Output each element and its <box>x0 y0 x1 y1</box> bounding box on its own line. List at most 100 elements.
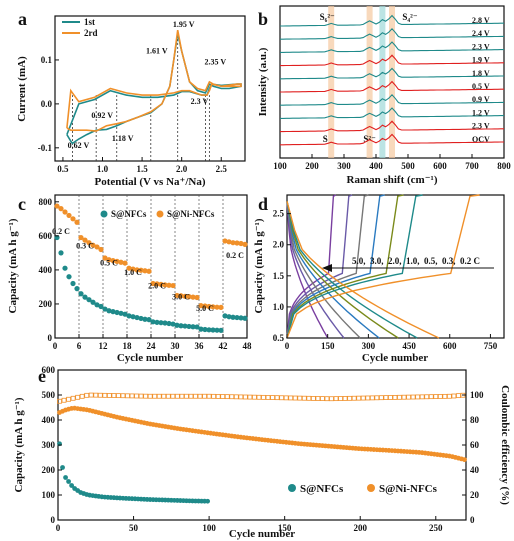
c-xtick-label: 30 <box>171 341 181 351</box>
band-label: S₆²⁻ <box>320 12 335 22</box>
ce-point <box>238 394 244 400</box>
e-ytick-label: 300 <box>42 440 56 450</box>
raman-spectrum <box>280 14 504 27</box>
rate-point-0 <box>138 315 144 322</box>
rate-point-1 <box>70 216 76 222</box>
d-xtick-label: 450 <box>402 341 416 351</box>
rate-label: 1.0 C <box>124 268 142 277</box>
rate-label: 2.0 C <box>148 282 166 291</box>
ce-point <box>392 395 398 400</box>
ce-point <box>66 396 71 402</box>
ce-point <box>215 394 221 399</box>
d-xtick-label: 600 <box>443 341 457 351</box>
panel-c-ticks: 0 6 12 18 24 30 36 42 48 0 200 400 600 800 <box>39 197 253 351</box>
ce-point <box>288 395 294 401</box>
panel-b-bands: S₆²⁻ S₄²⁻ S S²⁻ <box>320 6 418 158</box>
raman-spectrum <box>280 67 504 80</box>
rate-point-0 <box>198 326 204 332</box>
ce-point <box>129 393 135 399</box>
panel-e-y2label: Coulombic efficiency (%) <box>499 385 511 505</box>
nfcs-point <box>205 498 211 504</box>
c-xtick-label: 0 <box>53 341 58 351</box>
ce-point <box>211 393 217 399</box>
rate-point-0 <box>234 314 240 321</box>
spectrum-label: 2.4 V <box>472 29 490 38</box>
rate-point-1 <box>66 212 72 219</box>
rate-point-1 <box>170 282 176 289</box>
ni-nfcs-point <box>462 457 467 463</box>
panel-e-xlabel: Cycle number <box>229 528 295 540</box>
ce-point <box>79 393 85 399</box>
e-xtick-label: 100 <box>202 523 216 533</box>
rate-point-0 <box>90 299 96 305</box>
ce-point <box>401 394 407 400</box>
ce-point <box>360 395 366 401</box>
c-ytick-label: 200 <box>39 299 53 309</box>
ce-point <box>57 398 62 404</box>
legend-1st: 1st <box>84 17 95 27</box>
rate-point-1 <box>174 292 180 299</box>
nfcs-point <box>63 475 68 480</box>
raman-spectrum <box>280 80 504 93</box>
rate-point-1 <box>178 293 184 299</box>
rate-point-1 <box>98 246 104 253</box>
panel-e-points <box>57 392 467 504</box>
a-annotation: 0.62 V <box>68 141 90 150</box>
cv-curve-0 <box>66 33 242 145</box>
rate-point-1 <box>166 282 172 288</box>
e-ytick-label: 600 <box>42 365 56 375</box>
panel-d-ticks: 0 150 300 450 600 750 0.5 1.0 1.5 2.0 2.5 <box>273 209 498 351</box>
b-xtick-label: 700 <box>465 161 479 171</box>
discharge-curve-2 <box>286 201 361 339</box>
c-xtick-label: 36 <box>195 341 205 351</box>
rate-point-0 <box>166 320 172 327</box>
rate-point-0 <box>98 303 104 310</box>
d-xtick-label: 0 <box>285 341 290 351</box>
ce-point <box>93 392 99 398</box>
panel-e-ylabel: Capacity (mA h g⁻¹) <box>13 397 25 492</box>
d-ytick-label: 1.0 <box>273 302 285 312</box>
discharge-curve-3 <box>286 201 380 339</box>
ce-point <box>61 397 67 403</box>
panel-e-legend: S@NFCs S@Ni-NFCs <box>288 483 438 495</box>
ce-point <box>424 394 430 400</box>
ce-point <box>442 393 448 399</box>
rate-point-0 <box>210 327 216 333</box>
d-rate-label: 0.2 C <box>460 256 480 266</box>
d-xtick-label: 300 <box>362 341 376 351</box>
rate-point-0 <box>202 326 208 333</box>
a-annotation: 2.35 V <box>205 57 227 66</box>
b-xtick-label: 800 <box>497 161 511 171</box>
svg-text:b: b <box>258 9 268 29</box>
raman-band <box>379 6 386 158</box>
panel-a-xlabel: Potential (V vs Na⁺/Na) <box>94 176 205 188</box>
rate-point-1 <box>130 266 136 272</box>
legend-e-nfcs: S@NFCs <box>300 483 344 495</box>
d-ytick-label: 2.5 <box>273 209 285 219</box>
rate-point-0 <box>230 314 236 320</box>
c-xtick-label: 48 <box>243 341 253 351</box>
e-y2tick-label: 20 <box>470 490 480 500</box>
panel-c-ylabel: Capacity (mA h g⁻¹) <box>7 218 19 313</box>
rate-point-0 <box>222 313 228 319</box>
nfcs-point <box>60 465 65 470</box>
ce-point <box>419 394 425 400</box>
rate-point-1 <box>214 304 220 310</box>
b-xtick-label: 100 <box>273 161 287 171</box>
b-xtick-label: 500 <box>401 161 415 171</box>
panel-a-ylabel: Current (mA) <box>16 56 28 122</box>
rate-point-0 <box>66 274 72 280</box>
rate-point-1 <box>186 294 192 300</box>
ce-point <box>310 396 316 401</box>
d-ytick-label: 1.5 <box>273 271 285 281</box>
d-ytick-label: 2.0 <box>273 240 285 250</box>
ce-point <box>369 395 375 401</box>
e-ytick-label: 200 <box>42 465 56 475</box>
ce-point <box>188 393 194 399</box>
svg-text:a: a <box>18 9 27 29</box>
rate-point-0 <box>58 250 64 256</box>
ce-point <box>256 394 262 400</box>
ce-point <box>456 393 461 399</box>
e-y2tick-label: 40 <box>470 465 480 475</box>
e-xtick-label: 0 <box>56 523 61 533</box>
